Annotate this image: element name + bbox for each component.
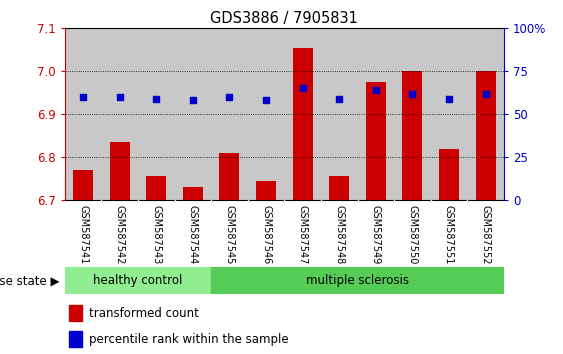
Bar	[65, 267, 211, 294]
Text: healthy control: healthy control	[93, 274, 182, 287]
Bar	[439, 148, 459, 200]
Bar	[183, 187, 203, 200]
Bar	[256, 181, 276, 200]
Bar	[220, 153, 239, 200]
Point	[298, 86, 307, 91]
Point	[408, 91, 417, 96]
Point	[188, 98, 197, 103]
Bar	[69, 305, 82, 321]
Text: GSM587552: GSM587552	[481, 205, 490, 265]
Bar	[110, 142, 129, 200]
Bar	[476, 71, 495, 200]
Point	[79, 94, 88, 100]
Text: transformed count: transformed count	[89, 307, 199, 320]
Point	[372, 87, 381, 93]
Point	[261, 98, 270, 103]
Text: GSM587550: GSM587550	[408, 205, 417, 265]
Point	[225, 94, 234, 100]
Text: GSM587545: GSM587545	[225, 205, 234, 265]
Text: disease state ▶: disease state ▶	[0, 274, 59, 287]
Text: GSM587548: GSM587548	[334, 205, 344, 265]
Point	[445, 96, 454, 102]
Text: percentile rank within the sample: percentile rank within the sample	[89, 333, 288, 346]
Text: GDS3886 / 7905831: GDS3886 / 7905831	[211, 11, 358, 25]
Text: GSM587542: GSM587542	[115, 205, 124, 265]
Bar	[293, 48, 312, 200]
Bar	[403, 71, 422, 200]
Point	[115, 94, 124, 100]
Point	[334, 96, 343, 102]
Text: multiple sclerosis: multiple sclerosis	[306, 274, 409, 287]
Bar	[73, 170, 93, 200]
Text: GSM587549: GSM587549	[371, 205, 381, 265]
Text: GSM587543: GSM587543	[151, 205, 161, 265]
Text: GSM587551: GSM587551	[444, 205, 454, 265]
Bar	[211, 267, 504, 294]
Bar	[146, 176, 166, 200]
Text: GSM587546: GSM587546	[261, 205, 271, 265]
Point	[152, 96, 161, 102]
Text: GSM587544: GSM587544	[188, 205, 198, 265]
Point	[481, 91, 490, 96]
Bar	[366, 82, 386, 200]
Text: GSM587541: GSM587541	[78, 205, 88, 265]
Bar	[69, 331, 82, 347]
Bar	[329, 176, 349, 200]
Text: GSM587547: GSM587547	[298, 205, 307, 265]
